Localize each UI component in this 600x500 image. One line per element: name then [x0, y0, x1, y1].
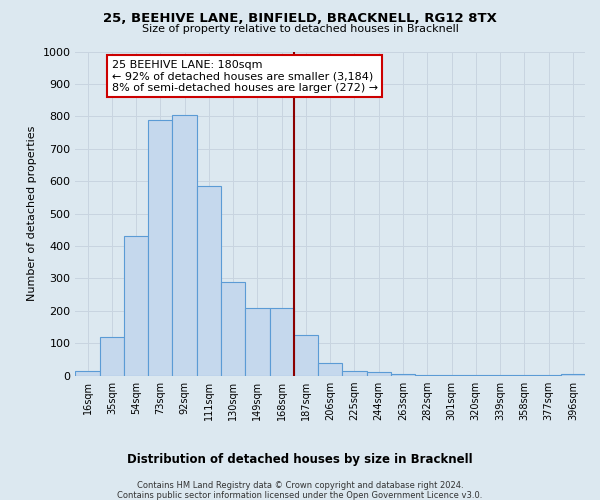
- Bar: [561, 374, 585, 376]
- Y-axis label: Number of detached properties: Number of detached properties: [27, 126, 37, 302]
- Bar: [245, 308, 269, 376]
- Text: Contains HM Land Registry data © Crown copyright and database right 2024.: Contains HM Land Registry data © Crown c…: [137, 481, 463, 490]
- Bar: [124, 236, 148, 376]
- Bar: [100, 336, 124, 376]
- Bar: [294, 335, 318, 376]
- Text: Contains public sector information licensed under the Open Government Licence v3: Contains public sector information licen…: [118, 491, 482, 500]
- Bar: [318, 362, 343, 376]
- Bar: [76, 371, 100, 376]
- Bar: [343, 371, 367, 376]
- Bar: [415, 374, 439, 376]
- Bar: [269, 308, 294, 376]
- Bar: [197, 186, 221, 376]
- Text: 25, BEEHIVE LANE, BINFIELD, BRACKNELL, RG12 8TX: 25, BEEHIVE LANE, BINFIELD, BRACKNELL, R…: [103, 12, 497, 26]
- Bar: [148, 120, 172, 376]
- Text: Size of property relative to detached houses in Bracknell: Size of property relative to detached ho…: [142, 24, 458, 34]
- Bar: [391, 374, 415, 376]
- Bar: [172, 114, 197, 376]
- Bar: [367, 372, 391, 376]
- Bar: [439, 375, 464, 376]
- Bar: [221, 282, 245, 376]
- Text: 25 BEEHIVE LANE: 180sqm
← 92% of detached houses are smaller (3,184)
8% of semi-: 25 BEEHIVE LANE: 180sqm ← 92% of detache…: [112, 60, 378, 93]
- Text: Distribution of detached houses by size in Bracknell: Distribution of detached houses by size …: [127, 452, 473, 466]
